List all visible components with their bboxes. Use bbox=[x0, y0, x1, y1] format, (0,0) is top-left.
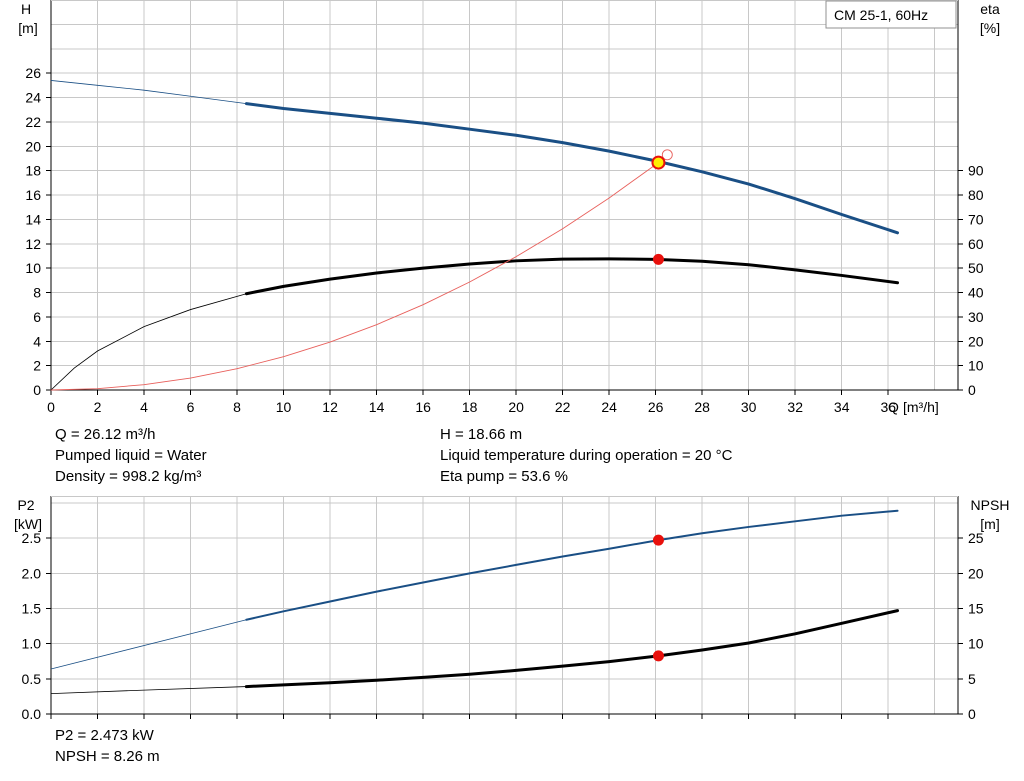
info-line-left: Q = 26.12 m³/h bbox=[55, 426, 155, 443]
info-line-left: P2 = 2.473 kW bbox=[55, 727, 155, 744]
right-tick-label: 0 bbox=[968, 706, 976, 722]
left-axis-unit: [m] bbox=[18, 20, 37, 36]
x-tick-label: 30 bbox=[741, 399, 757, 415]
right-axis-unit: [%] bbox=[980, 20, 1000, 36]
left-tick-label: 8 bbox=[33, 285, 41, 301]
left-tick-label: 2 bbox=[33, 358, 41, 374]
x-tick-label: 26 bbox=[648, 399, 664, 415]
left-tick-label: 26 bbox=[25, 65, 41, 81]
left-tick-label: 14 bbox=[25, 211, 41, 227]
x-tick-label: 2 bbox=[94, 399, 102, 415]
left-tick-label: 1.5 bbox=[22, 601, 42, 617]
npsh-extension-line bbox=[50, 686, 247, 695]
left-tick-label: 18 bbox=[25, 163, 41, 179]
eta-curve-line bbox=[244, 257, 900, 296]
x-tick-label: 12 bbox=[322, 399, 338, 415]
x-tick-label: 0 bbox=[47, 399, 55, 415]
info-line-left: Pumped liquid = Water bbox=[55, 447, 207, 464]
x-tick-label: 14 bbox=[369, 399, 385, 415]
right-tick-label: 10 bbox=[968, 636, 984, 652]
left-axis-unit: [kW] bbox=[14, 516, 42, 532]
operating-point-marker bbox=[652, 253, 664, 265]
system-curve-end-circle bbox=[661, 149, 673, 161]
legend-box bbox=[825, 0, 957, 29]
duty-point-info-top: Q = 26.12 m³/h Pumped liquid = Water Densi… bbox=[55, 426, 733, 485]
left-tick-label: 6 bbox=[33, 309, 41, 325]
left-tick-label: 1.0 bbox=[22, 636, 42, 652]
left-tick-label: 2.5 bbox=[22, 530, 42, 546]
left-tick-label: 0 bbox=[33, 382, 41, 398]
power-npsh-panel: 0.0 0.5 1.0 1.5 2.0 2.5 0 5 10 15 20 25 P2 [kW] NPSH [m… bbox=[14, 496, 1009, 722]
eta-extension-line bbox=[50, 293, 247, 391]
right-tick-label: 5 bbox=[968, 671, 976, 687]
left-tick-label: 2.0 bbox=[22, 565, 42, 581]
left-axis-label: H bbox=[21, 1, 31, 17]
right-tick-label: 0 bbox=[968, 382, 976, 398]
left-tick-label: 10 bbox=[25, 260, 41, 276]
x-tick-label: 4 bbox=[140, 399, 148, 415]
right-axis-label: NPSH bbox=[971, 497, 1010, 513]
duty-point-marker bbox=[651, 155, 666, 170]
left-tick-label: 24 bbox=[25, 90, 41, 106]
right-tick-label: 40 bbox=[968, 285, 984, 301]
x-tick-label: 28 bbox=[694, 399, 710, 415]
p2-curve-line bbox=[245, 509, 899, 621]
right-tick-label: 50 bbox=[968, 260, 984, 276]
right-tick-label: 25 bbox=[968, 530, 984, 546]
right-axis-label: eta bbox=[980, 1, 1000, 17]
right-tick-label: 20 bbox=[968, 333, 984, 349]
x-tick-label: 6 bbox=[187, 399, 195, 415]
info-line-left: NPSH = 8.26 m bbox=[55, 748, 160, 765]
x-tick-label: 18 bbox=[462, 399, 478, 415]
npsh-curve-line bbox=[244, 609, 900, 689]
x-tick-label: 20 bbox=[508, 399, 524, 415]
legend-label: CM 25-1, 60Hz bbox=[834, 7, 928, 23]
x-axis-label: Q bbox=[888, 399, 899, 415]
info-line-left: Density = 998.2 kg/m³ bbox=[55, 468, 201, 485]
left-tick-label: 20 bbox=[25, 138, 41, 154]
right-axis-unit: [m] bbox=[980, 516, 999, 532]
x-tick-label: 24 bbox=[601, 399, 617, 415]
head-extension-line bbox=[50, 80, 247, 104]
right-tick-label: 15 bbox=[968, 601, 984, 617]
x-tick-label: 22 bbox=[555, 399, 571, 415]
left-tick-label: 0.0 bbox=[22, 706, 42, 722]
duty-point-info-bottom: P2 = 2.473 kW NPSH = 8.26 m bbox=[55, 727, 160, 765]
x-tick-label: 16 bbox=[415, 399, 431, 415]
x-tick-label: 10 bbox=[276, 399, 292, 415]
right-tick-label: 10 bbox=[968, 358, 984, 374]
left-axis-label: P2 bbox=[17, 497, 34, 513]
left-tick-label: 4 bbox=[33, 333, 41, 349]
operating-point-marker bbox=[652, 650, 664, 662]
x-tick-label: 36 bbox=[880, 399, 896, 415]
x-tick-label: 32 bbox=[787, 399, 803, 415]
right-tick-label: 90 bbox=[968, 163, 984, 179]
right-tick-label: 60 bbox=[968, 236, 984, 252]
right-tick-label: 30 bbox=[968, 309, 984, 325]
left-tick-label: 22 bbox=[25, 114, 41, 130]
p2-extension-line bbox=[50, 619, 247, 670]
info-line-right: Liquid temperature during operation = 20… bbox=[440, 447, 733, 464]
left-tick-label: 16 bbox=[25, 187, 41, 203]
right-tick-label: 70 bbox=[968, 211, 984, 227]
right-tick-label: 80 bbox=[968, 187, 984, 203]
left-tick-label: 12 bbox=[25, 236, 41, 252]
operating-point-marker bbox=[652, 534, 664, 546]
info-line-right: Eta pump = 53.6 % bbox=[440, 468, 568, 485]
x-tick-label: 8 bbox=[233, 399, 241, 415]
head-efficiency-panel: 0246810121416182022242601020304050607080… bbox=[18, 0, 1000, 415]
x-axis-unit: [m³/h] bbox=[903, 399, 939, 415]
head-curve-line bbox=[244, 102, 900, 235]
right-tick-label: 20 bbox=[968, 565, 984, 581]
system-curve-curve-line bbox=[50, 162, 659, 391]
info-line-right: H = 18.66 m bbox=[440, 426, 522, 443]
left-tick-label: 0.5 bbox=[22, 671, 42, 687]
x-tick-label: 34 bbox=[834, 399, 850, 415]
